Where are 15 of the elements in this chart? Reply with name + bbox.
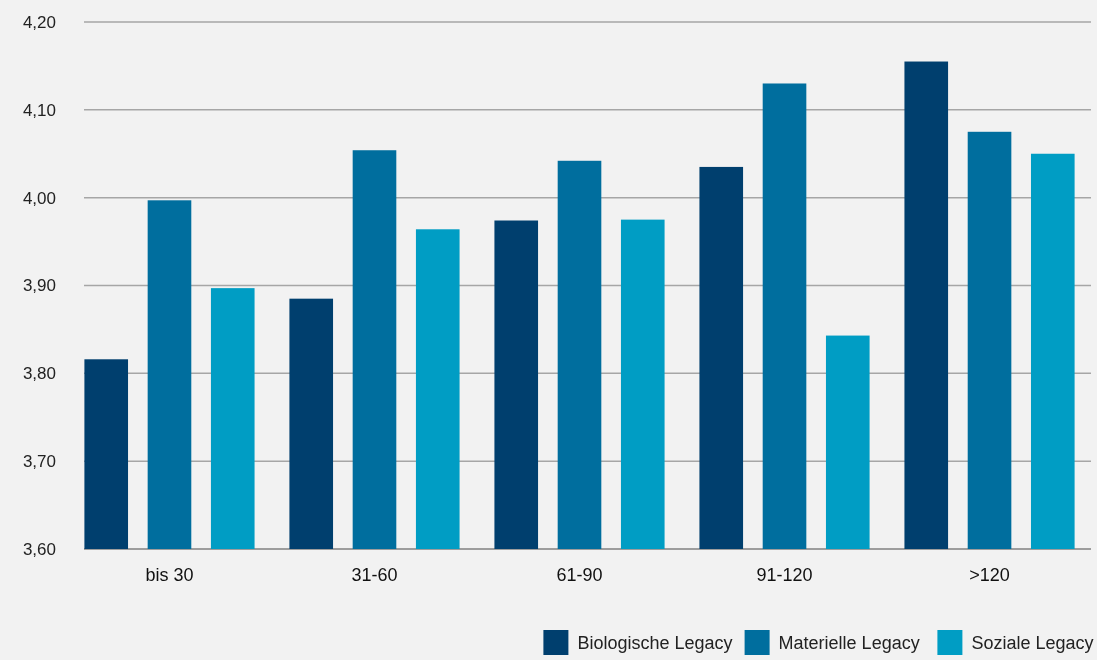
x-tick-label: 61-90	[556, 565, 603, 585]
y-tick-label: 3,70	[22, 452, 56, 472]
legend-label: Soziale Legacy	[971, 633, 1094, 654]
y-tick-label: 3,60	[22, 539, 56, 559]
y-tick-label: 3,90	[22, 276, 56, 296]
x-tick-label: >120	[969, 565, 1010, 585]
x-tick-label: bis 30	[145, 565, 194, 585]
y-tick-label: 4,10	[22, 100, 56, 120]
x-tick-label: 91-120	[756, 565, 813, 585]
legend-label: Materielle Legacy	[778, 633, 920, 654]
y-tick-label: 4,00	[22, 188, 56, 208]
y-tick-label: 3,80	[22, 364, 56, 384]
y-tick-label: 4,20	[22, 12, 56, 32]
x-tick-label: 31-60	[351, 565, 398, 585]
legend-label: Biologische Legacy	[577, 633, 733, 654]
